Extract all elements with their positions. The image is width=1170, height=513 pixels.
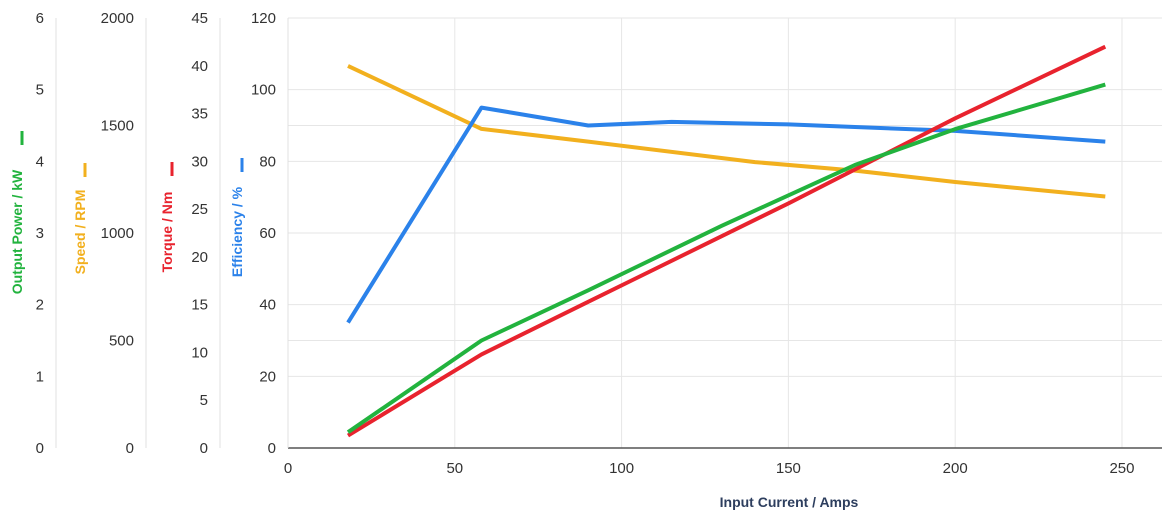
power-tick-label: 5 [36,82,44,99]
efficiency-tick-label: 20 [259,368,276,385]
speed-series-line [347,64,1106,199]
speed-tick-label: 1500 [101,118,134,135]
speed-tick-label: 500 [109,333,134,350]
torque-tick-label: 25 [191,201,208,218]
x-tick-label: 250 [1109,460,1134,477]
torque-axis-title: Torque / Nm [159,192,175,273]
torque-tick-label: 20 [191,249,208,266]
torque-tick-label: 45 [191,10,208,27]
torque-tick-label: 0 [200,440,208,457]
efficiency-tick-label: 120 [251,10,276,27]
torque-series-line [346,44,1107,438]
torque-tick-label: 10 [191,344,208,361]
x-tick-label: 200 [943,460,968,477]
x-tick-label: 100 [609,460,634,477]
power-tick-label: 3 [36,225,44,242]
power-series-line [346,82,1106,434]
x-tick-label: 0 [284,460,292,477]
power-tick-label: 6 [36,10,44,27]
torque-tick-label: 5 [200,392,208,409]
efficiency-series-line [346,105,1106,324]
power-tick-label: 1 [36,368,44,385]
torque-tick-label: 30 [191,153,208,170]
speed-tick-label: 0 [126,440,134,457]
speed-tick-label: 1000 [101,225,134,242]
efficiency-tick-label: 100 [251,82,276,99]
efficiency-tick-label: 80 [259,153,276,170]
torque-tick-label: 40 [191,58,208,75]
speed-axis-title: Speed / RPM [72,190,88,275]
speed-tick-label: 2000 [101,10,134,27]
torque-tick-label: 15 [191,297,208,314]
efficiency-axis-title: Efficiency / % [229,186,245,277]
efficiency-tick-label: 40 [259,297,276,314]
x-tick-label: 150 [776,460,801,477]
x-axis-title: Input Current / Amps [720,494,859,510]
power-axis-title: Output Power / kW [9,169,25,294]
efficiency-tick-label: 0 [268,440,276,457]
power-tick-label: 4 [36,153,44,170]
series-lines [346,44,1107,438]
power-tick-label: 0 [36,440,44,457]
power-tick-label: 2 [36,297,44,314]
efficiency-tick-label: 60 [259,225,276,242]
torque-tick-label: 35 [191,106,208,123]
x-tick-label: 50 [446,460,463,477]
